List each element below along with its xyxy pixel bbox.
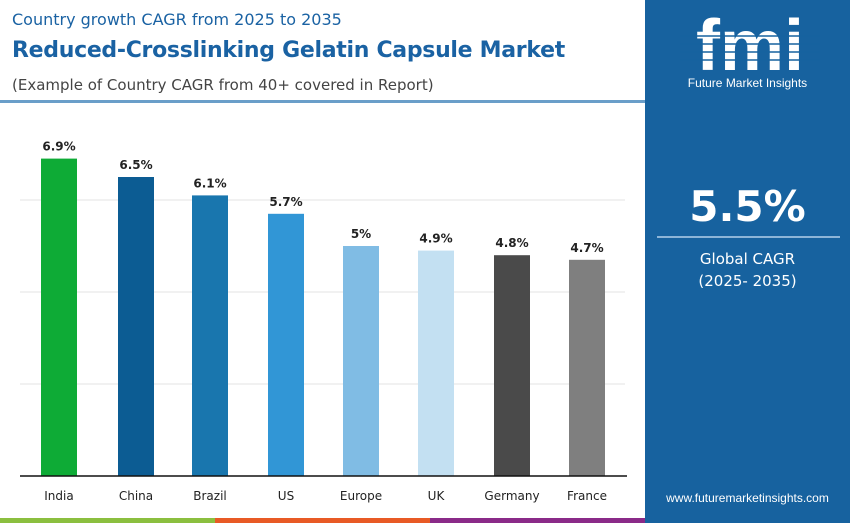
header-divider <box>0 100 645 103</box>
global-cagr-label: Global CAGR (2025- 2035) <box>645 248 850 292</box>
bar-france <box>569 259 605 476</box>
global-cagr-label-2: (2025- 2035) <box>698 272 797 290</box>
x-tick-label: France <box>567 489 607 503</box>
data-label: 6.9% <box>42 140 75 154</box>
chart-subtitle: Country growth CAGR from 2025 to 2035 <box>12 10 342 29</box>
data-label: 6.1% <box>193 176 226 190</box>
bottom-strip-purple <box>430 518 645 523</box>
global-cagr-value: 5.5% <box>689 182 806 231</box>
data-label: 5.7% <box>269 195 302 209</box>
bar-chart: 6.9% India 6.5% China 6.1% Brazil 5.7% US 5% Euro… <box>20 140 627 503</box>
bottom-strip-green <box>0 518 215 523</box>
x-tick-label: India <box>44 489 73 503</box>
bottom-strip-orange <box>215 518 430 523</box>
website-link[interactable]: www.futuremarketinsights.com <box>666 491 829 505</box>
bar-india <box>41 158 77 476</box>
chart-note: (Example of Country CAGR from 40+ covere… <box>12 76 434 94</box>
x-tick-label: US <box>278 489 294 503</box>
bar-uk <box>418 250 454 476</box>
x-tick-label: Germany <box>484 489 539 503</box>
logo-text: fmi <box>696 6 804 78</box>
data-label: 6.5% <box>119 158 152 172</box>
x-tick-label: Brazil <box>193 489 227 503</box>
brand-name: Future Market Insights <box>687 76 808 90</box>
x-tick-label: China <box>119 489 153 503</box>
bar-europe <box>343 246 379 476</box>
chart-title: Reduced-Crosslinking Gelatin Capsule Mar… <box>12 38 565 63</box>
x-tick-label: UK <box>428 489 446 503</box>
side-panel <box>645 0 850 523</box>
data-label: 5% <box>351 227 371 241</box>
data-label: 4.9% <box>419 232 452 246</box>
bar-china <box>118 177 154 476</box>
global-cagr-label-1: Global CAGR <box>699 250 796 268</box>
fmi-logo: fmi <box>680 6 820 78</box>
bar-brazil <box>192 195 228 476</box>
panel-divider <box>657 236 840 238</box>
x-tick-label: Europe <box>340 489 382 503</box>
data-label: 4.8% <box>495 236 528 250</box>
bar-us <box>268 213 304 477</box>
bar-germany <box>494 255 530 476</box>
data-label: 4.7% <box>570 241 603 255</box>
